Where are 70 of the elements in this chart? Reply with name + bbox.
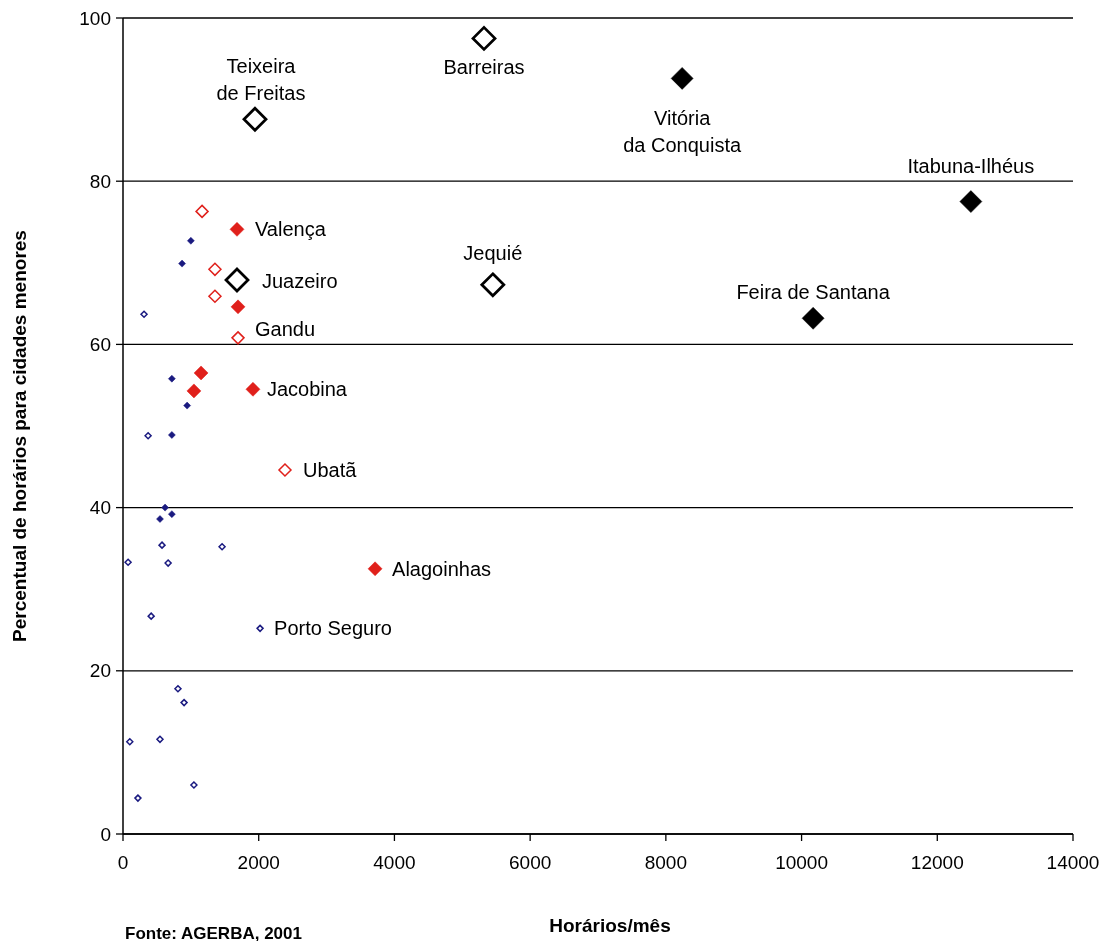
point <box>178 259 186 268</box>
x-tick-label: 8000 <box>644 852 687 873</box>
point <box>180 698 188 707</box>
point <box>224 267 250 293</box>
annotation: Ubatã <box>302 459 358 482</box>
annotation: Itabuna-Ilhéus <box>907 154 1035 177</box>
point <box>242 106 268 132</box>
y-tick-label: 60 <box>89 334 111 356</box>
point <box>187 237 195 245</box>
annotation: Jacobina <box>266 378 348 401</box>
point <box>959 190 983 213</box>
annotation: Gandu <box>255 317 316 340</box>
annotation: Vitória da Conquista <box>623 107 742 157</box>
point <box>195 204 209 219</box>
y-axis-title: Percentual de horários para cidades menores <box>9 230 30 642</box>
point <box>190 781 198 789</box>
point <box>168 510 176 518</box>
point <box>801 307 825 330</box>
point <box>480 272 506 298</box>
point <box>168 431 176 439</box>
point <box>124 558 132 567</box>
point <box>183 401 191 410</box>
point <box>140 310 148 318</box>
point <box>168 374 176 383</box>
point <box>367 561 383 577</box>
x-axis-title: Horários/mês <box>549 915 671 936</box>
annotation: Alagoinhas <box>392 557 492 580</box>
x-tick-label: 12000 <box>910 852 964 873</box>
point <box>229 222 245 237</box>
y-tick-label: 0 <box>100 823 111 845</box>
x-tick-label: 10000 <box>775 852 828 873</box>
point <box>245 382 261 397</box>
point <box>208 262 222 277</box>
point <box>231 331 245 345</box>
annotation: Feira de Santana <box>736 281 891 304</box>
point <box>156 515 164 523</box>
x-tick-label: 2000 <box>237 852 280 873</box>
point <box>161 503 169 512</box>
x-tick-label: 4000 <box>373 852 416 873</box>
point <box>144 432 152 440</box>
point <box>278 463 292 477</box>
x-tick-label: 14000 <box>1046 852 1100 873</box>
annotation: Jequié <box>463 241 523 264</box>
y-tick-label: 80 <box>89 170 111 192</box>
annotation: Valença <box>255 218 327 241</box>
point <box>218 543 226 551</box>
annotation: Barreiras <box>443 56 525 79</box>
x-tick-label: 0 <box>117 852 129 873</box>
y-tick-label: 40 <box>89 497 111 519</box>
y-tick-label: 100 <box>79 7 111 29</box>
point <box>158 541 166 549</box>
point <box>256 624 264 633</box>
source-note: Fonte: AGERBA, 2001 <box>125 924 302 941</box>
point <box>208 289 222 304</box>
annotation: Teixeira de Freitas <box>216 55 306 105</box>
point <box>186 383 202 399</box>
point <box>147 612 155 620</box>
point <box>134 794 142 802</box>
x-tick-label: 6000 <box>509 852 552 873</box>
point <box>670 67 694 90</box>
y-tick-label: 20 <box>89 660 111 682</box>
point <box>164 559 172 567</box>
point <box>126 738 134 746</box>
point <box>193 365 209 381</box>
point <box>230 299 246 315</box>
point <box>471 26 497 51</box>
point <box>156 735 164 744</box>
point <box>174 685 182 693</box>
annotation: Juazeiro <box>262 269 338 292</box>
annotation: Porto Seguro <box>274 617 392 640</box>
